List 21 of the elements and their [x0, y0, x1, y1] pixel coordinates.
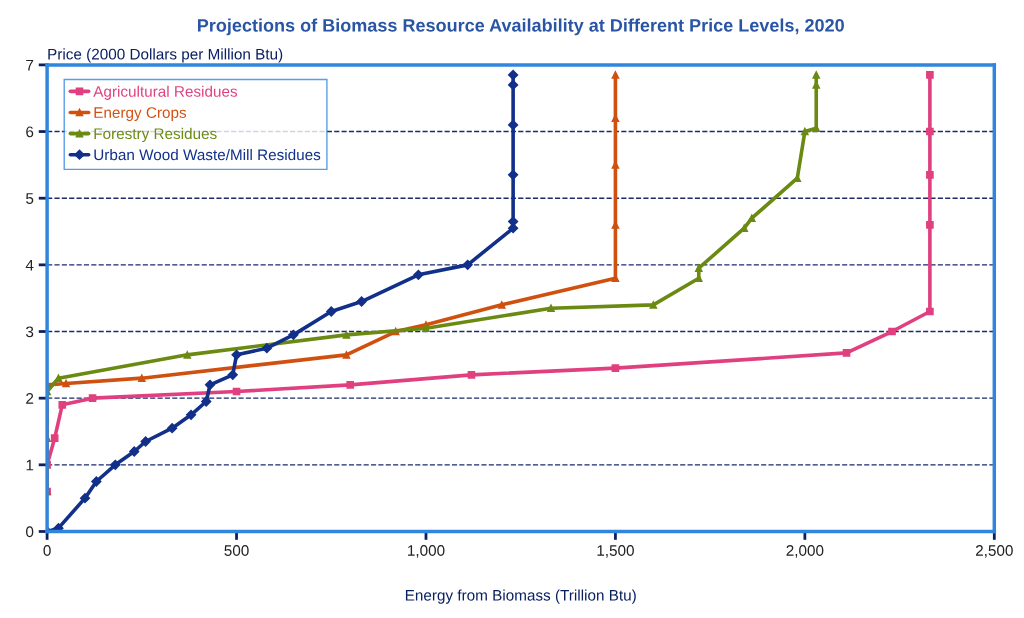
x-tick-label: 2,000 — [786, 545, 824, 558]
y-tick-label: 6 — [26, 126, 34, 138]
legend-label: Forestry Residues — [94, 127, 217, 143]
x-tick-label: 1,000 — [408, 545, 445, 558]
legend-label: Agricultural Residues — [93, 85, 238, 100]
y-tick-label: 7 — [26, 59, 34, 71]
x-tick-label: 2,500 — [975, 545, 1013, 558]
y-tick-label: 1 — [26, 459, 34, 471]
y-tick-label: 3 — [26, 326, 34, 338]
y-tick-label: 4 — [25, 259, 34, 271]
y-tick-label: 0 — [26, 526, 34, 538]
legend-label: Urban Wood Waste/Mill Residues — [94, 148, 321, 161]
legend-label: Energy Crops — [94, 107, 187, 121]
x-tick-label: 0 — [43, 545, 51, 556]
x-axis-title: Energy from Biomass (Trillion Btu) — [405, 589, 636, 604]
y-tick-label: 2 — [26, 393, 34, 404]
x-tick-label: 1,500 — [597, 545, 634, 558]
chart-title: Projections of Biomass Resource Availability at Different Price Levels, 2020 — [197, 18, 844, 36]
x-tick-label: 500 — [224, 545, 249, 556]
y-tick-label: 5 — [26, 193, 34, 204]
y-axis-title: Price (2000 Dollars per Million Btu) — [48, 48, 283, 63]
